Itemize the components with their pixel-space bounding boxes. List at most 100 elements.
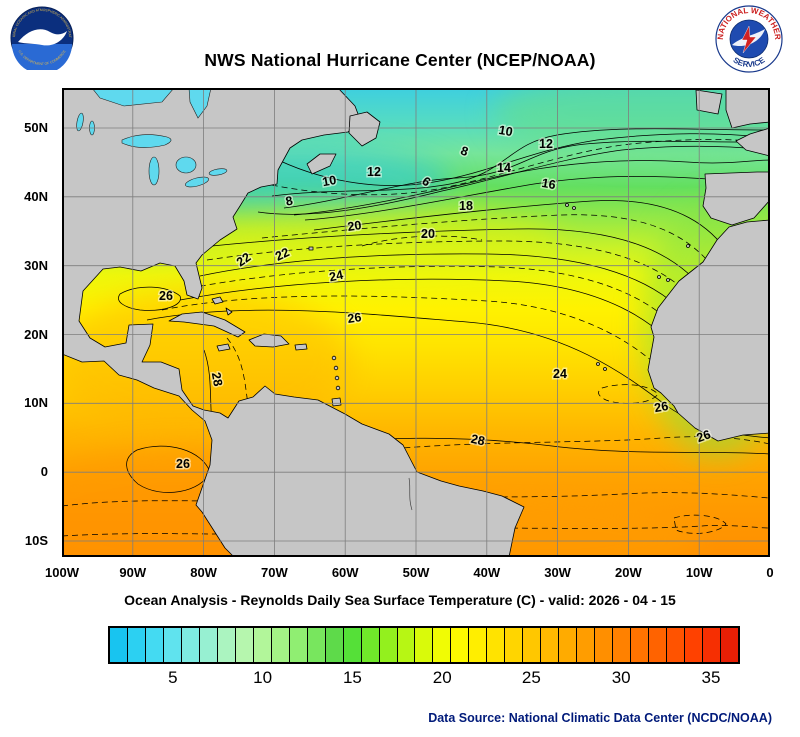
noaa-logo-sea: [12, 44, 72, 70]
river-line: [408, 477, 413, 511]
longitude-axis: 100W 90W 80W 70W 60W 50W 40W 30W 20W 10W 0: [0, 88, 800, 588]
island-cape-verde: [603, 367, 607, 371]
colorbar-cell: [433, 628, 452, 662]
land-great-britain: [725, 88, 770, 129]
lon-tick-label: 0: [766, 565, 774, 580]
colorbar-cell: [289, 628, 308, 662]
contour-label: 24: [553, 367, 567, 381]
colorbar-cell: [145, 628, 164, 662]
land-trinidad: [331, 397, 342, 407]
contour-label: 28: [209, 371, 225, 387]
contour-label: 26: [653, 399, 669, 415]
contour-label: 10: [321, 173, 337, 189]
lat-tick-label: 0: [40, 464, 48, 480]
lat-tick-label: 20N: [24, 326, 48, 342]
colorbar-tick-label: 35: [701, 668, 721, 687]
colorbar-cell: [307, 628, 326, 662]
lat-tick-label: 10S: [24, 533, 48, 548]
land-france: [735, 127, 770, 157]
colorbar-cell: [631, 628, 650, 662]
colorbar-cell: [415, 628, 434, 662]
colorbar-cell: [505, 628, 524, 662]
data-source: Data Source: National Climatic Data Cent…: [428, 711, 772, 725]
island-antilles: [331, 355, 337, 361]
colorbar-cell: [577, 628, 596, 662]
james-bay: [188, 88, 212, 119]
lon-tick-label: 100W: [45, 565, 79, 580]
lake-ontario: [208, 168, 228, 176]
colorbar-cell: [163, 628, 182, 662]
land-hispaniola: [248, 333, 290, 348]
lat-tick-label: 10N: [24, 395, 48, 411]
colorbar-cell: [379, 628, 398, 662]
lake-superior: [121, 134, 172, 148]
land-bahamas-2: [225, 307, 233, 316]
lake-erie: [185, 176, 209, 188]
colorbar-cell: [181, 628, 200, 662]
island-canaries: [657, 275, 661, 279]
island-antilles: [335, 385, 341, 391]
lon-tick-label: 30W: [544, 565, 571, 580]
contour-label: 20: [347, 218, 363, 234]
land-cuba: [168, 311, 246, 338]
lat-tick-label: 50N: [24, 120, 48, 135]
land-puerto-rico: [294, 343, 308, 351]
colorbar-cell: [702, 628, 721, 662]
contour-label: 20: [421, 227, 435, 241]
colorbar: [108, 626, 740, 664]
colorbar-cell: [649, 628, 668, 662]
noaa-seagull-icon: [18, 29, 67, 46]
lat-tick-label: 30N: [24, 257, 48, 273]
lon-tick-label: 80W: [190, 565, 217, 580]
land-americas: [62, 88, 525, 557]
colorbar-cell: [595, 628, 614, 662]
contour-label: 24: [328, 268, 345, 285]
colorbar-cell: [325, 628, 344, 662]
colorbar-cell: [720, 628, 738, 662]
contour-label: 26: [176, 457, 190, 471]
land-ireland: [695, 89, 723, 115]
colorbar-cell: [469, 628, 488, 662]
colorbar-cell: [127, 628, 146, 662]
map-caption: Ocean Analysis - Reynolds Daily Sea Surf…: [124, 592, 676, 608]
colorbar-tick-label: 10: [253, 668, 273, 687]
island-bermuda: [308, 246, 314, 251]
colorbar-cell: [397, 628, 416, 662]
island-azores: [565, 203, 569, 207]
lake-huron: [175, 156, 197, 174]
nws-lightning-icon: [741, 25, 757, 54]
colorbar-cell: [217, 628, 236, 662]
colorbar-tick-label: 25: [521, 668, 541, 687]
colorbar-cell: [271, 628, 290, 662]
noaa-logo: NATIONAL OCEANIC AND ATMOSPHERIC ADMINIS…: [10, 6, 74, 70]
contour-label: 26: [695, 427, 713, 445]
land-nova-scotia: [306, 153, 337, 175]
lon-tick-label: 40W: [473, 565, 501, 580]
island-canaries: [666, 278, 670, 282]
colorbar-tick-label: 15: [342, 668, 362, 687]
land-masses: [62, 88, 770, 557]
contour-label: 28: [470, 432, 487, 449]
colorbar-tick-label: 5: [168, 668, 178, 687]
land-africa: [647, 219, 770, 442]
page-title: NWS National Hurricane Center (NCEP/NOAA…: [204, 50, 596, 70]
colorbar-cell: [685, 628, 703, 662]
colorbar-ticks: 5 10 15 20 25 30 35: [110, 668, 738, 690]
lon-tick-label: 90W: [119, 565, 147, 580]
contour-label: 16: [541, 176, 557, 192]
colorbar-cell: [199, 628, 218, 662]
colorbar-cell: [613, 628, 632, 662]
colorbar-cell: [559, 628, 578, 662]
colorbar-cell: [451, 628, 470, 662]
nws-ring-text-bottom: SERVICE: [732, 55, 767, 69]
colorbar-cell: [253, 628, 272, 662]
colorbar-tick-label: 30: [611, 668, 631, 687]
contour-label: 14: [497, 161, 511, 175]
contour-label: 10: [498, 123, 514, 139]
colorbar-cell: [361, 628, 380, 662]
island-cape-verde: [596, 362, 600, 366]
lon-tick-label: 50W: [402, 565, 430, 580]
latitude-axis: 50N 40N 30N 20N 10N 0 10S: [0, 88, 56, 557]
